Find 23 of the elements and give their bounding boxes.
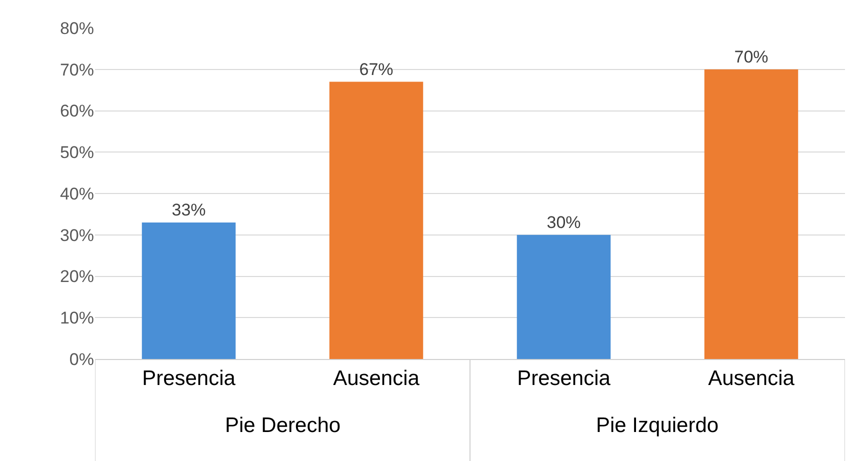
data-label: 70% — [734, 47, 768, 66]
y-tick-label: 20% — [60, 267, 94, 286]
x-tick-label: Ausencia — [708, 367, 795, 390]
text: Pie Derecho — [225, 414, 341, 437]
x-tick-label: Presencia — [142, 367, 236, 390]
data-label: 30% — [546, 212, 581, 232]
y-tick-label: 60% — [60, 102, 94, 121]
y-tick-label: 70% — [60, 60, 94, 80]
x-tick-label: Presencia — [517, 367, 611, 390]
y-tick-label: 40% — [60, 184, 94, 204]
y-tick-label: 50% — [60, 143, 94, 162]
y-tick-label: 10% — [60, 308, 94, 328]
y-tick-label: 0% — [69, 350, 94, 369]
bar — [516, 234, 611, 359]
data-label: 33% — [172, 200, 206, 220]
y-tick-label: 80% — [60, 18, 94, 38]
bar — [329, 82, 424, 359]
bar — [704, 69, 798, 359]
y-tick-label: 30% — [60, 226, 94, 245]
x-tick-label: Ausencia — [333, 367, 420, 390]
text: Pie Izquierdo — [596, 414, 719, 437]
data-label: 67% — [359, 60, 394, 79]
bar — [142, 222, 236, 359]
